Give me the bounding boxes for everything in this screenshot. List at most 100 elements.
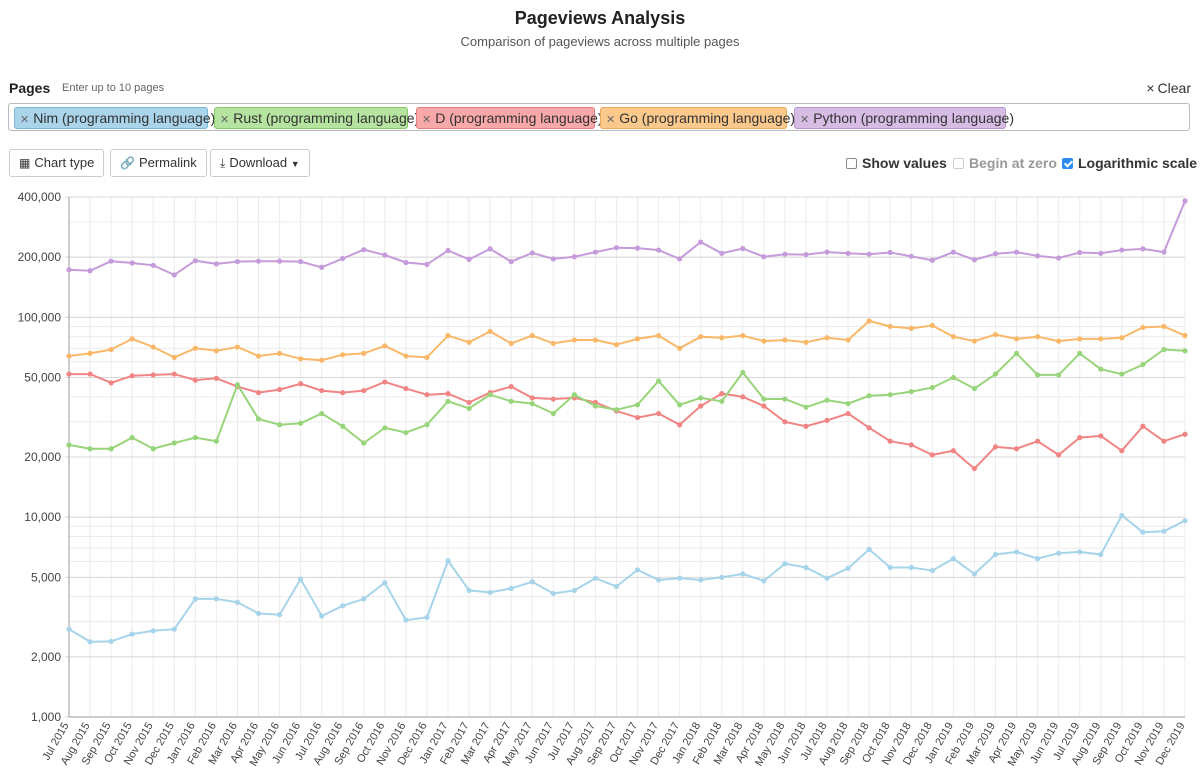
data-point (213, 596, 219, 602)
show-values-label: Show values (862, 155, 947, 171)
data-point (1119, 448, 1125, 454)
log-scale-option[interactable]: Logarithmic scale (1062, 155, 1197, 171)
data-point (466, 256, 472, 262)
remove-chip-icon[interactable]: ✕ (220, 114, 230, 126)
data-point (108, 258, 114, 264)
data-point (824, 249, 830, 255)
page-chip-python[interactable]: ✕ Python (programming language) (794, 107, 1014, 129)
data-point (655, 333, 662, 339)
data-point (634, 336, 641, 342)
data-point (529, 250, 535, 256)
data-point (677, 345, 683, 351)
data-point (1013, 446, 1020, 452)
data-point (319, 613, 325, 619)
data-point (971, 385, 978, 392)
data-point (1035, 334, 1041, 340)
page-chip-nim[interactable]: ✕ Nim (programming language) (14, 107, 215, 129)
data-point (129, 435, 135, 441)
y-tick-label: 50,000 (24, 370, 61, 384)
data-point (866, 251, 872, 257)
close-icon: × (1146, 80, 1155, 96)
data-point (255, 390, 262, 396)
remove-chip-icon[interactable]: ✕ (800, 114, 810, 126)
data-point (550, 256, 556, 262)
show-values-option[interactable]: Show values (846, 155, 947, 171)
data-point (171, 440, 177, 446)
begin-at-zero-checkbox[interactable] (953, 158, 964, 169)
clear-button[interactable]: × Clear (1146, 80, 1191, 96)
data-point (340, 603, 346, 609)
data-point (382, 252, 388, 258)
data-point (529, 333, 535, 339)
data-point (1013, 549, 1020, 555)
data-point (298, 420, 304, 426)
data-point (1098, 250, 1104, 256)
data-point (719, 574, 725, 580)
begin-at-zero-option[interactable]: Begin at zero (953, 155, 1057, 171)
data-point (508, 585, 514, 592)
data-point (845, 250, 851, 256)
data-point (171, 354, 177, 361)
data-point (1161, 438, 1167, 444)
data-point (319, 357, 325, 363)
data-point (1056, 452, 1062, 458)
data-point (276, 350, 283, 356)
remove-chip-icon[interactable]: ✕ (422, 114, 432, 126)
data-point (361, 596, 367, 602)
data-point (887, 249, 893, 256)
data-point (319, 410, 325, 417)
data-point (108, 446, 114, 452)
data-point (403, 385, 409, 392)
page-chip-go[interactable]: ✕ Go (programming language) (600, 107, 795, 129)
data-point (319, 264, 325, 270)
data-point (634, 414, 641, 421)
show-values-checkbox[interactable] (846, 158, 857, 169)
data-point (1161, 323, 1167, 330)
page-chip-label: Python (programming language) (813, 110, 1014, 126)
page-subtitle: Comparison of pageviews across multiple … (460, 34, 740, 49)
data-point (1035, 253, 1041, 259)
permalink-label: Permalink (138, 155, 197, 170)
remove-chip-icon[interactable]: ✕ (20, 114, 30, 126)
data-point (550, 410, 556, 417)
page-chip-rust[interactable]: ✕ Rust (programming language) (214, 107, 419, 129)
data-point (445, 247, 451, 254)
page-picker-input[interactable]: ✕ Nim (programming language) ✕ Rust (progr… (8, 103, 1190, 131)
page-chip-label: Go (programming language) (619, 110, 796, 126)
data-point (887, 564, 893, 571)
data-point (613, 583, 620, 590)
data-point (255, 353, 262, 359)
data-point (487, 246, 493, 252)
y-tick-label: 10,000 (24, 510, 61, 524)
page-chip-d[interactable]: ✕ D (programming language) (416, 107, 603, 129)
data-point (1119, 512, 1125, 519)
download-icon: ⤓ (220, 156, 226, 170)
data-point (1098, 433, 1104, 439)
data-point (361, 387, 367, 394)
remove-chip-icon[interactable]: ✕ (606, 114, 616, 126)
data-point (992, 444, 999, 450)
data-point (66, 353, 72, 359)
data-point (971, 338, 978, 344)
data-point (655, 378, 662, 384)
chart-type-button[interactable]: ▦ Chart type (9, 149, 105, 177)
data-point (192, 377, 198, 383)
data-point (677, 575, 683, 581)
download-button[interactable]: ⤓ Download ▼ (210, 149, 310, 177)
permalink-button[interactable]: 🔗 Permalink (110, 149, 207, 177)
data-point (1077, 249, 1083, 256)
log-scale-checkbox[interactable] (1062, 158, 1073, 169)
data-point (108, 638, 114, 644)
data-point (1182, 333, 1188, 339)
data-point (1140, 324, 1146, 331)
data-point (192, 596, 198, 602)
data-point (1056, 338, 1062, 344)
page-chip-label: Nim (programming language) (33, 110, 216, 126)
data-point (382, 343, 388, 349)
data-point (1119, 335, 1125, 341)
data-point (761, 403, 767, 409)
data-point (613, 407, 620, 413)
data-point (487, 328, 493, 335)
data-point (403, 429, 409, 436)
